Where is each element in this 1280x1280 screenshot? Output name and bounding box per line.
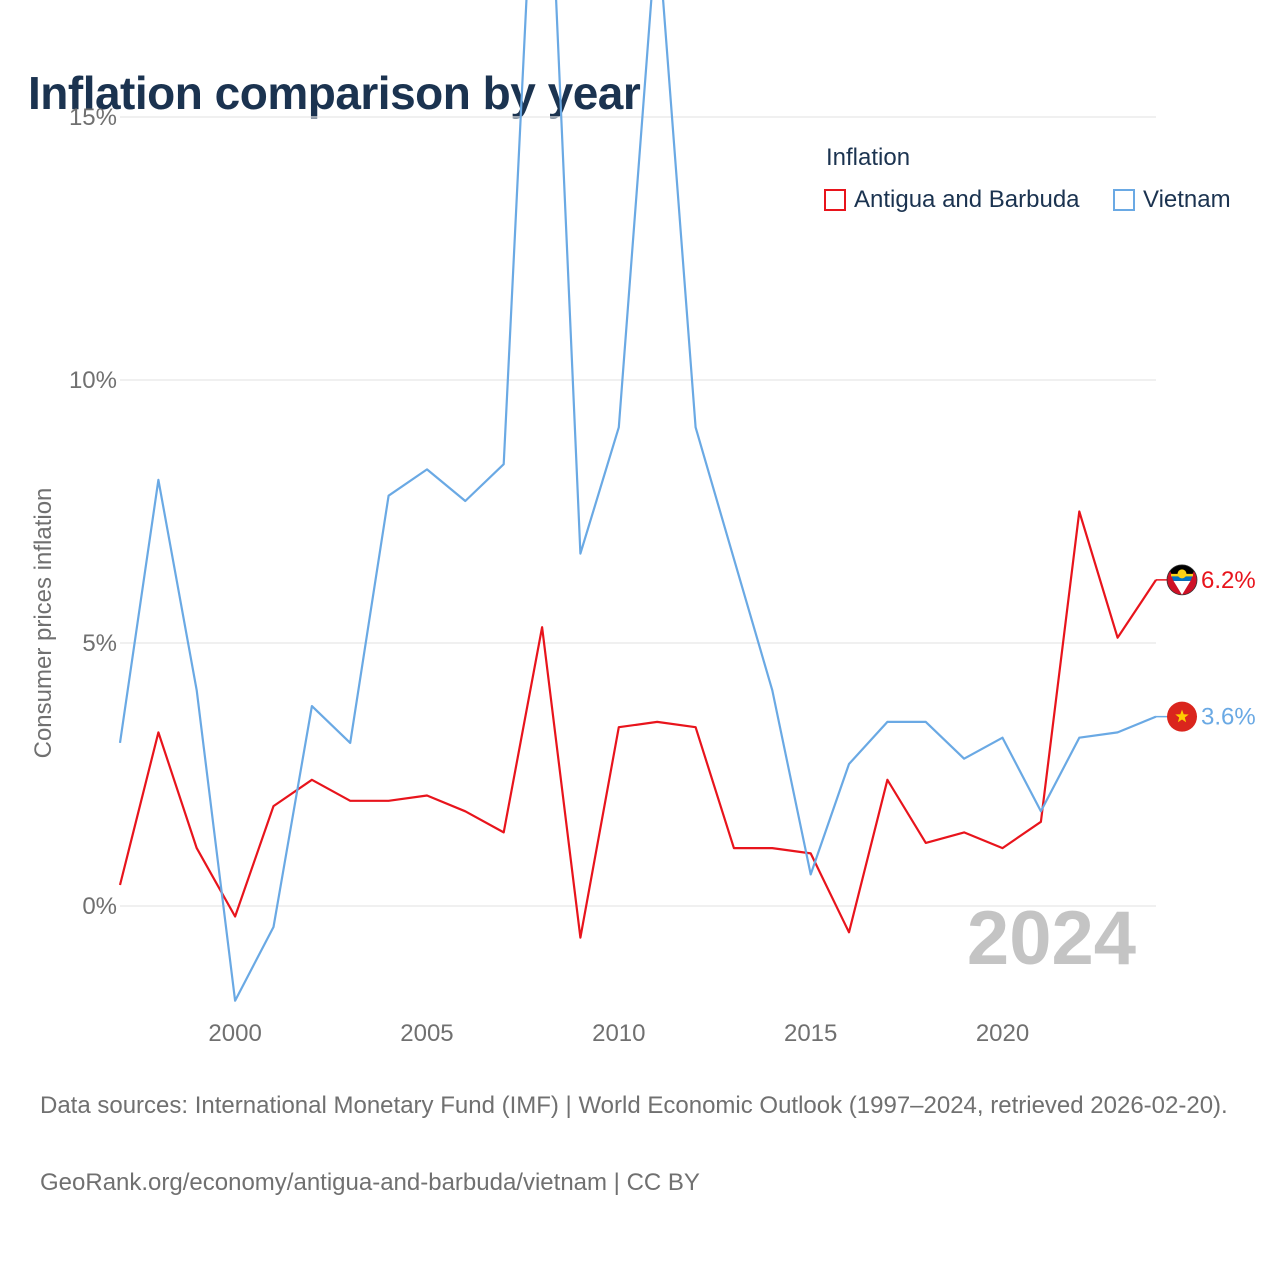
x-tick-label: 2020: [976, 1020, 1029, 1047]
vietnam-flag-icon: [1167, 701, 1197, 732]
footer-sources: Data sources: International Monetary Fun…: [40, 1092, 1228, 1119]
x-axis-ticks: 2000 2005 2010 2015 2020: [208, 1020, 1029, 1047]
grid-lines: [120, 116, 1156, 907]
legend-label-vietnam: Vietnam: [1143, 186, 1231, 213]
x-tick-label: 2010: [592, 1020, 645, 1047]
y-tick-label: 10%: [69, 367, 117, 394]
end-value-label: 6.2%: [1201, 567, 1256, 594]
series-line-1[interactable]: [118, 0, 1157, 1002]
legend-label-antigua: Antigua and Barbuda: [854, 186, 1080, 213]
y-tick-label: 5%: [82, 630, 117, 657]
x-tick-label: 2000: [208, 1020, 261, 1047]
legend-item-antigua[interactable]: Antigua and Barbuda: [824, 186, 1080, 214]
legend-swatch-vietnam: [1113, 189, 1135, 211]
legend-title: Inflation: [826, 144, 911, 171]
y-axis-ticks: 0%5%10%15%20%: [69, 104, 117, 920]
series-line-0[interactable]: [118, 510, 1157, 939]
y-tick-label: 0%: [82, 893, 117, 920]
x-tick-label: 2015: [784, 1020, 837, 1047]
chart-title: Inflation comparison by year: [28, 67, 641, 119]
footer-link[interactable]: GeoRank.org/economy/antigua-and-barbuda/…: [40, 1169, 700, 1196]
end-labels: 6.2% 3.6%: [1156, 564, 1256, 732]
y-axis-label: Consumer prices inflation: [30, 488, 57, 759]
y-tick-label: 15%: [69, 104, 117, 131]
end-value-label: 3.6%: [1201, 704, 1256, 731]
series-lines: [118, 0, 1157, 1002]
year-watermark: 2024: [967, 896, 1136, 981]
legend-item-vietnam[interactable]: Vietnam: [1113, 186, 1231, 214]
antigua-flag-icon: [1166, 564, 1198, 596]
x-tick-label: 2005: [400, 1020, 453, 1047]
legend-swatch-antigua: [824, 189, 846, 211]
